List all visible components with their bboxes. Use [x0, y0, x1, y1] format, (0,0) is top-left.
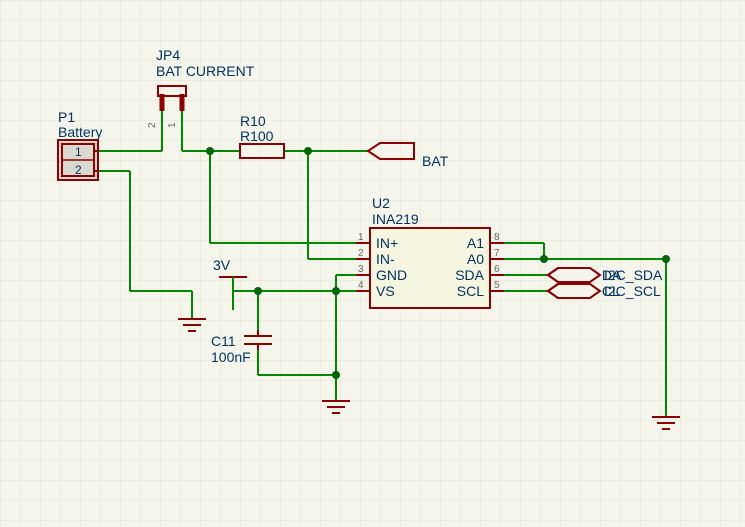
p1-pin2-num: 2 — [75, 163, 82, 177]
u2-pin1-lbl: IN+ — [376, 235, 398, 251]
scl-label-ext: I2C_SCL — [604, 283, 661, 299]
jp4-name: BAT CURRENT — [156, 63, 255, 79]
c11-val: 100nF — [211, 349, 251, 365]
u2-pin3-num: 3 — [358, 264, 364, 275]
power-3v-label: 3V — [213, 257, 231, 273]
jp4-pin2-num: 2 — [147, 122, 158, 128]
c11-ref: C11 — [211, 333, 236, 349]
u2-pin2-num: 2 — [358, 248, 364, 259]
u2-ref: U2 — [372, 195, 390, 211]
u2-pin5-lbl: SCL — [457, 283, 484, 299]
u2-name: INA219 — [372, 211, 419, 227]
p1-pin1-num: 1 — [75, 145, 82, 159]
u2-pin3-lbl: GND — [376, 267, 407, 283]
u2-pin4-num: 4 — [358, 280, 364, 291]
u2-pin8-lbl: A1 — [467, 235, 484, 251]
u2-pin1-num: 1 — [358, 232, 364, 243]
bat-label: BAT — [422, 153, 449, 169]
u2-pin8-num: 8 — [494, 232, 500, 243]
u2-pin6-lbl: SDA — [455, 267, 484, 283]
jp4-pin1-num: 1 — [167, 122, 178, 128]
p1-ref: P1 — [58, 109, 75, 125]
u2-pin4-lbl: VS — [376, 283, 395, 299]
u2-pin7-lbl: A0 — [467, 251, 484, 267]
schematic-canvas: 1 2 P1 Battery 2 1 JP4 BAT CURRENT R10 R… — [0, 0, 745, 527]
u2-pin7-num: 7 — [494, 248, 500, 259]
r10-ref: R10 — [240, 113, 266, 129]
jp4-ref: JP4 — [156, 47, 180, 63]
r10-val: R100 — [240, 128, 274, 144]
sda-label-ext: I2C_SDA — [604, 267, 663, 283]
u2-pin2-lbl: IN- — [376, 251, 395, 267]
u2-pin5-num: 5 — [494, 280, 500, 291]
u2-pin6-num: 6 — [494, 264, 500, 275]
p1-name: Battery — [58, 124, 102, 140]
